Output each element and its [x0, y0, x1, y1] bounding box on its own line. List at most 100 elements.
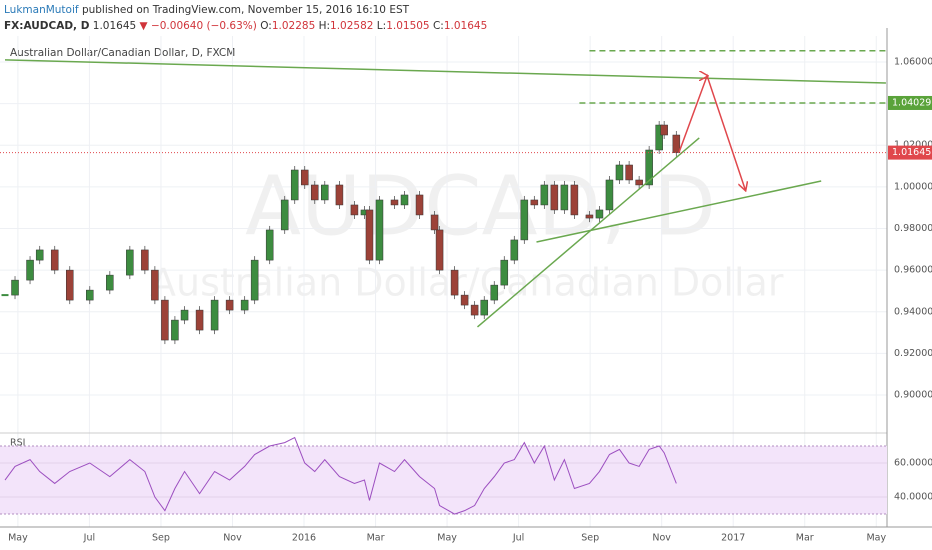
x-tick-label: May [437, 533, 457, 544]
x-tick-label: Nov [652, 533, 671, 544]
ohlc-value: 1.01645 [443, 20, 488, 32]
ohlc-value: 1.02285 [271, 20, 316, 32]
ohlc-key: H: [318, 20, 331, 32]
x-tick-label: Jul [83, 533, 95, 544]
candle [570, 184, 579, 216]
y-tick-label: 1.00000 [894, 181, 932, 192]
candle [415, 194, 424, 216]
candle [290, 169, 299, 201]
candle [225, 299, 234, 311]
candle [510, 239, 519, 261]
y-tick-label: 0.90000 [894, 390, 932, 401]
candle [530, 199, 539, 206]
y-tick-label: 40.0000 [894, 492, 932, 503]
drawing [536, 180, 822, 243]
price-label-box [888, 145, 932, 160]
candle [35, 249, 44, 261]
watermark: AUDCAD, D [245, 159, 716, 254]
candle [50, 249, 59, 271]
candle [265, 229, 274, 261]
ohlc-value: 1.02582 [330, 20, 374, 32]
ohlc-key: C: [432, 20, 444, 32]
candle [151, 269, 159, 301]
rsi-band [0, 446, 887, 515]
y-tick-label: 1.06000 [894, 56, 932, 67]
candle [460, 294, 469, 306]
candle [585, 214, 594, 219]
candle [65, 269, 74, 301]
y-tick-label: 0.98000 [894, 223, 932, 234]
x-tick-label: Sep [581, 533, 599, 544]
chart-title: Australian Dollar/Canadian Dollar, D, FX… [10, 47, 235, 59]
candle [161, 299, 169, 341]
candle [365, 209, 374, 261]
candle [390, 199, 399, 206]
price-label: 1.04029 [892, 97, 931, 108]
candle [595, 209, 604, 219]
candle [490, 284, 499, 301]
candle [240, 299, 249, 311]
drawing [4, 59, 886, 84]
change: −0.00640 (−0.63%) [150, 20, 257, 32]
candle [86, 289, 94, 301]
x-tick-label: Jul [512, 533, 524, 544]
candle [195, 309, 204, 331]
candle [171, 319, 179, 341]
candle [210, 299, 219, 331]
candle [26, 259, 34, 281]
price: 1.01645 [92, 20, 137, 32]
candle [430, 214, 439, 231]
y-tick-label: 60.0000 [894, 458, 932, 469]
published: published on TradingView.com, November 1… [81, 4, 410, 16]
y-tick-label: 1.02000 [894, 140, 932, 151]
candle [300, 169, 309, 186]
ohlc-key: O: [260, 20, 272, 32]
x-tick-label: Mar [367, 533, 385, 544]
rsi-title: RSI [10, 438, 25, 449]
candle [106, 274, 114, 291]
header: LukmanMutoif published on TradingView.co… [4, 2, 487, 34]
candle [11, 279, 19, 296]
candle [615, 164, 624, 181]
candle [520, 199, 529, 241]
ohlc: O:1.02285 H:1.02582 L:1.01505 C:1.01645 [260, 20, 487, 32]
drawing [678, 76, 745, 190]
drawing [476, 137, 700, 328]
candle [635, 179, 643, 186]
header-line: FX:AUDCAD, D 1.01645 ▼ −0.00640 (−0.63%)… [4, 18, 487, 34]
x-tick-label: Mar [796, 533, 814, 544]
ohlc-value: 1.01505 [386, 20, 430, 32]
candle [470, 304, 479, 316]
y-tick-label: 0.96000 [894, 265, 932, 276]
x-tick-label: Nov [223, 533, 242, 544]
candle [141, 249, 149, 271]
candle [645, 149, 653, 186]
rsi-line [4, 436, 677, 515]
candle [660, 124, 668, 136]
candle [655, 124, 663, 151]
author[interactable]: LukmanMutoif [4, 4, 79, 16]
candle [540, 184, 549, 206]
candle [560, 184, 569, 211]
candle [321, 184, 329, 201]
candle [480, 299, 489, 316]
candle [450, 269, 459, 296]
x-tick-label: 2017 [721, 533, 745, 544]
candle [605, 179, 614, 211]
candle [280, 199, 289, 231]
candle [672, 134, 681, 153]
candle [126, 249, 134, 276]
candle [625, 164, 633, 181]
ohlc-key: L: [376, 20, 387, 32]
candle [350, 204, 359, 216]
candle [250, 259, 259, 301]
price-label-box [888, 95, 932, 110]
header-line: LukmanMutoif published on TradingView.co… [4, 2, 487, 18]
symbol: FX:AUDCAD, D [4, 20, 90, 32]
candle [180, 309, 189, 321]
candle [310, 184, 319, 201]
x-tick-label: Sep [152, 533, 170, 544]
price-label: 1.01645 [892, 147, 931, 158]
